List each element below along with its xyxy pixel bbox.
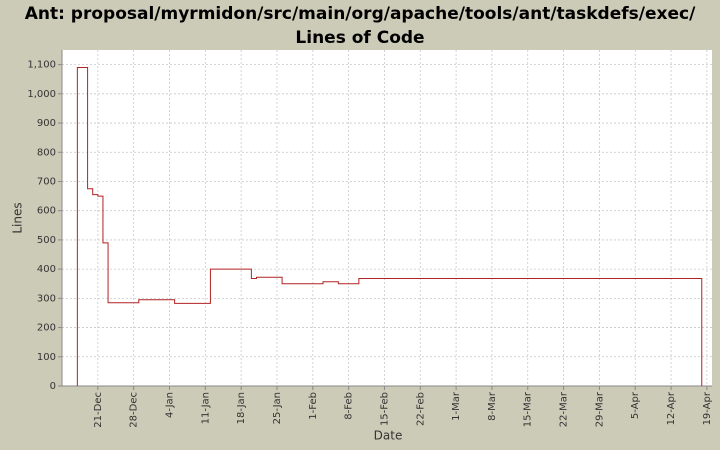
x-tick-label: 4-Jan [164,392,175,418]
y-tick-label: 700 [37,176,56,187]
x-tick-label: 19-Apr [702,391,713,425]
x-tick-label: 5-Apr [630,391,641,419]
y-tick-label: 900 [37,118,56,129]
x-tick-label: 25-Jan [272,392,283,424]
x-tick-label: 29-Mar [594,391,605,427]
x-tick-label: 18-Jan [236,392,247,424]
x-tick-label: 1-Feb [308,392,319,420]
x-tick-label: 8-Mar [487,391,498,421]
y-tick-label: 800 [37,147,56,158]
y-axis-label: Lines [11,202,25,233]
x-axis-label: Date [374,429,403,443]
x-tick-label: 15-Mar [523,391,534,427]
y-tick-label: 200 [37,323,56,334]
x-tick-label: 28-Dec [129,392,140,428]
y-tick-label: 400 [37,264,56,275]
x-tick-label: 22-Feb [415,392,426,426]
x-tick-label: 1-Mar [451,391,462,421]
y-tick-label: 100 [37,352,56,363]
y-tick-label: 1,100 [27,60,56,71]
line [76,67,703,386]
y-tick-label: 500 [37,235,56,246]
y-tick-label: 0 [50,381,56,392]
chart-title: Ant: proposal/myrmidon/src/main/org/apac… [24,4,696,48]
x-tick-label: 12-Apr [666,391,677,425]
x-tick-label: 15-Feb [379,392,390,426]
x-tick-label: 22-Mar [559,391,570,427]
plot-area [62,50,712,386]
x-tick-label: 11-Jan [200,392,211,424]
x-tick-label: 8-Feb [344,392,355,420]
y-tick-label: 600 [37,206,56,217]
x-tick-label: 21-Dec [93,392,104,428]
y-tick-label: 300 [37,293,56,304]
y-tick-label: 1,000 [27,89,56,100]
